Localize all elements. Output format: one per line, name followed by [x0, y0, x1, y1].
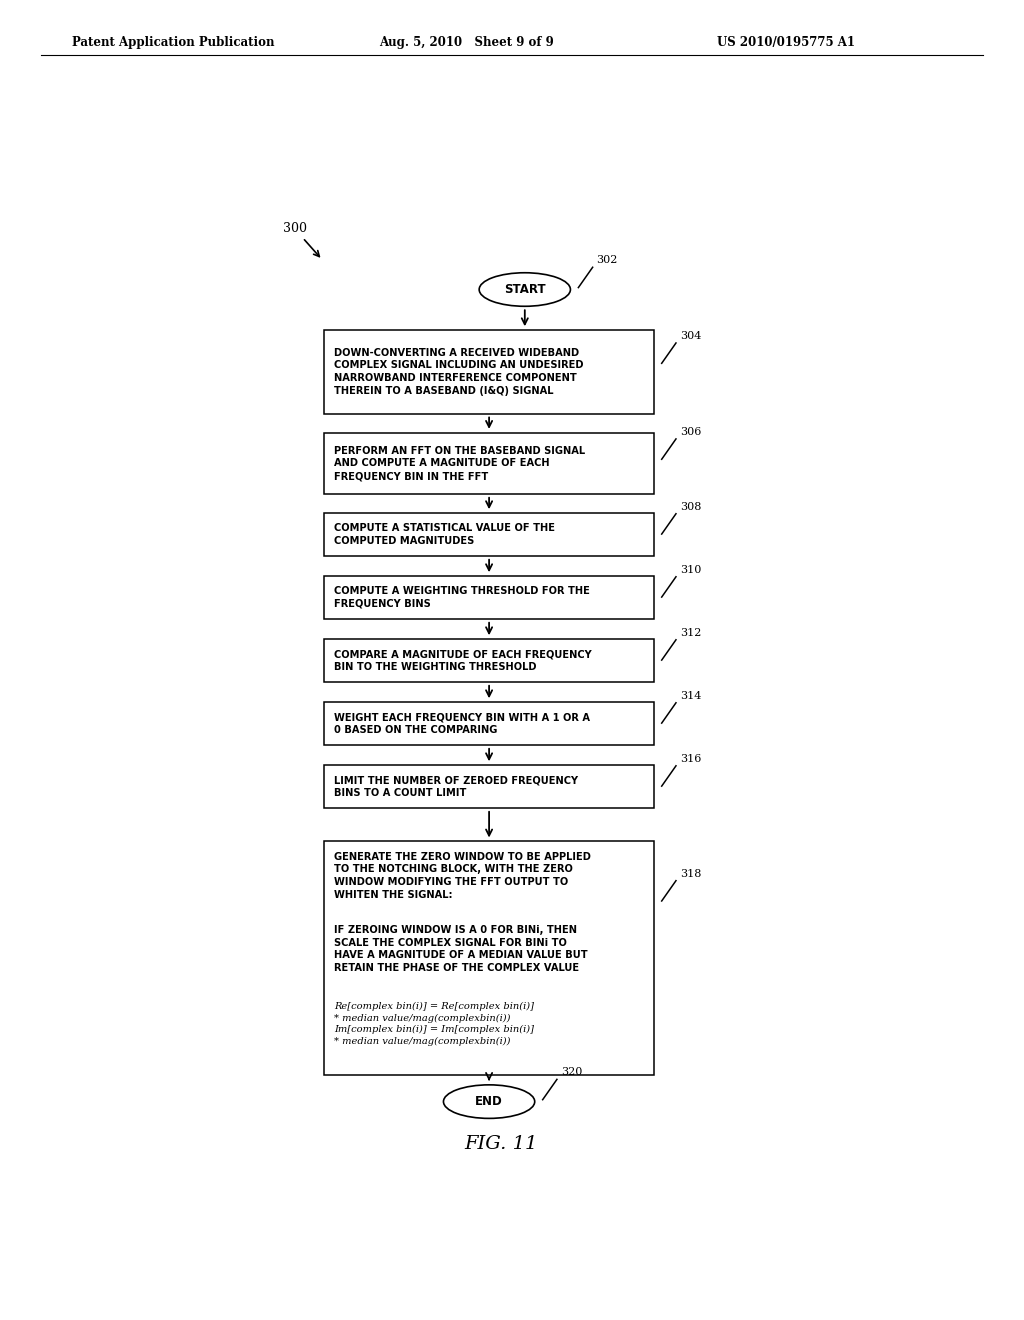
FancyBboxPatch shape — [325, 330, 653, 413]
FancyBboxPatch shape — [325, 702, 653, 744]
Text: PERFORM AN FFT ON THE BASEBAND SIGNAL
AND COMPUTE A MAGNITUDE OF EACH
FREQUENCY : PERFORM AN FFT ON THE BASEBAND SIGNAL AN… — [334, 446, 585, 480]
Text: COMPARE A MAGNITUDE OF EACH FREQUENCY
BIN TO THE WEIGHTING THRESHOLD: COMPARE A MAGNITUDE OF EACH FREQUENCY BI… — [334, 649, 592, 672]
Text: 318: 318 — [680, 869, 701, 879]
Text: 310: 310 — [680, 565, 701, 574]
Text: WEIGHT EACH FREQUENCY BIN WITH A 1 OR A
0 BASED ON THE COMPARING: WEIGHT EACH FREQUENCY BIN WITH A 1 OR A … — [334, 711, 590, 735]
Text: COMPUTE A STATISTICAL VALUE OF THE
COMPUTED MAGNITUDES: COMPUTE A STATISTICAL VALUE OF THE COMPU… — [334, 523, 555, 546]
Text: 308: 308 — [680, 502, 701, 512]
Text: FIG. 11: FIG. 11 — [464, 1135, 538, 1154]
Text: END: END — [475, 1096, 503, 1107]
Text: 312: 312 — [680, 628, 701, 638]
Text: GENERATE THE ZERO WINDOW TO BE APPLIED
TO THE NOTCHING BLOCK, WITH THE ZERO
WIND: GENERATE THE ZERO WINDOW TO BE APPLIED T… — [334, 851, 591, 900]
Ellipse shape — [479, 273, 570, 306]
Text: 304: 304 — [680, 331, 701, 341]
Text: US 2010/0195775 A1: US 2010/0195775 A1 — [717, 36, 855, 49]
FancyBboxPatch shape — [325, 841, 653, 1076]
Text: 300: 300 — [283, 222, 307, 235]
Text: 302: 302 — [597, 255, 618, 265]
Ellipse shape — [443, 1085, 535, 1118]
Text: START: START — [504, 282, 546, 296]
Text: LIMIT THE NUMBER OF ZEROED FREQUENCY
BINS TO A COUNT LIMIT: LIMIT THE NUMBER OF ZEROED FREQUENCY BIN… — [334, 775, 579, 797]
Text: 320: 320 — [561, 1068, 583, 1077]
FancyBboxPatch shape — [325, 639, 653, 682]
Text: IF ZEROING WINDOW IS A 0 FOR BINi, THEN
SCALE THE COMPLEX SIGNAL FOR BINi TO
HAV: IF ZEROING WINDOW IS A 0 FOR BINi, THEN … — [334, 925, 588, 973]
Text: 316: 316 — [680, 754, 701, 764]
FancyBboxPatch shape — [325, 433, 653, 494]
FancyBboxPatch shape — [325, 513, 653, 556]
Text: Re[complex bin(i)] = Re[complex bin(i)]
* median value/mag(complexbin(i))
Im[com: Re[complex bin(i)] = Re[complex bin(i)] … — [334, 1002, 534, 1045]
Text: DOWN-CONVERTING A RECEIVED WIDEBAND
COMPLEX SIGNAL INCLUDING AN UNDESIRED
NARROW: DOWN-CONVERTING A RECEIVED WIDEBAND COMP… — [334, 347, 584, 396]
Text: 314: 314 — [680, 690, 701, 701]
FancyBboxPatch shape — [325, 766, 653, 808]
Text: Aug. 5, 2010   Sheet 9 of 9: Aug. 5, 2010 Sheet 9 of 9 — [379, 36, 554, 49]
Text: COMPUTE A WEIGHTING THRESHOLD FOR THE
FREQUENCY BINS: COMPUTE A WEIGHTING THRESHOLD FOR THE FR… — [334, 586, 590, 609]
FancyBboxPatch shape — [325, 576, 653, 619]
Text: 306: 306 — [680, 426, 701, 437]
Text: Patent Application Publication: Patent Application Publication — [72, 36, 274, 49]
